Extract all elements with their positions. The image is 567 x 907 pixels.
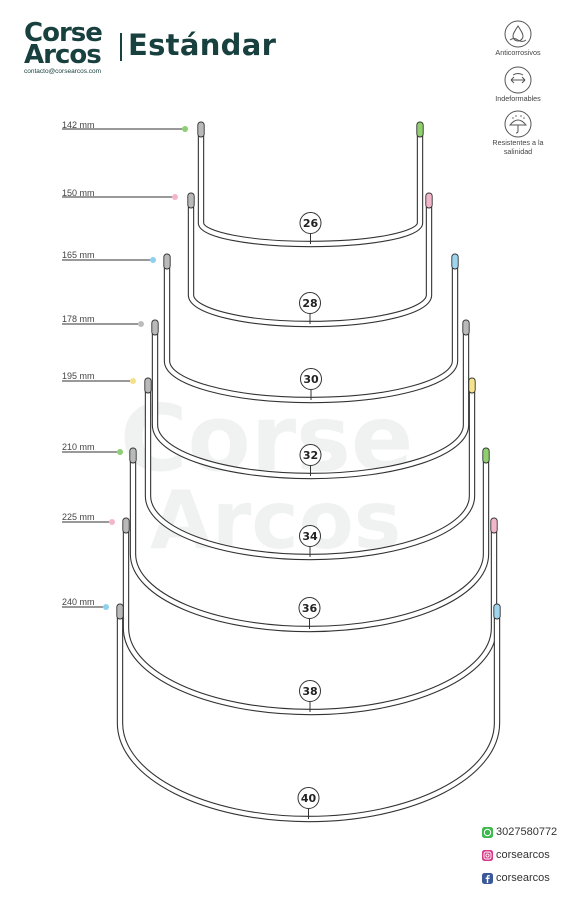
size-number: 30 <box>303 373 319 386</box>
wire-26: 26 142 mm <box>62 120 424 248</box>
wire-36: 36 210 mm <box>62 442 490 633</box>
color-dot <box>130 378 136 384</box>
length-label: 210 mm <box>62 442 95 452</box>
page-title: Estándar <box>128 28 277 62</box>
size-badge <box>299 525 321 547</box>
size-badge <box>299 212 322 234</box>
color-dot <box>117 449 123 455</box>
wire-tip-right <box>493 603 501 620</box>
color-dot <box>109 519 115 525</box>
color-dot <box>182 126 188 132</box>
wire-tip-left <box>116 603 124 620</box>
length-label: 195 mm <box>62 371 95 381</box>
wire-tip-left <box>197 121 205 138</box>
feature-salinity: Resistentes a la salinidad <box>483 110 553 156</box>
umbrella-icon <box>504 110 532 138</box>
wire-32: 32 178 mm <box>62 314 470 480</box>
size-number: 28 <box>302 297 317 310</box>
size-badge <box>299 680 321 702</box>
size-number: 38 <box>302 685 317 698</box>
color-dot <box>138 321 144 327</box>
feature-label: Anticorrosivos <box>495 48 541 57</box>
feature-indeformable: Indeformables <box>483 66 553 104</box>
wire-tip-right <box>462 319 470 336</box>
wire-tip-left <box>187 192 195 209</box>
wire-tip-left <box>151 319 159 336</box>
wire-tip-left <box>163 253 171 270</box>
water-drop-icon <box>504 20 532 48</box>
contact-instagram[interactable]: corsearcos <box>482 849 550 861</box>
wire-40: 40 240 mm <box>62 597 501 823</box>
title-divider <box>120 33 122 61</box>
wires-layer: 26 142 mm 28 150 mm 30 165 mm 32 178 mm 34 195 mm… <box>62 120 501 823</box>
instagram-icon <box>482 849 493 861</box>
size-badge <box>299 292 321 314</box>
instagram-handle: corsearcos <box>496 849 550 861</box>
size-badge <box>299 444 322 466</box>
facebook-icon <box>482 872 493 884</box>
watermark: Corse Arcos <box>120 385 413 567</box>
color-dot <box>103 604 109 610</box>
facebook-handle: corsearcos <box>496 872 550 884</box>
wire-30: 30 165 mm <box>62 250 459 404</box>
feature-label: Indeformables <box>495 94 541 103</box>
wire-tip-left <box>144 377 152 394</box>
feature-anticorrosive: Anticorrosivos <box>483 20 553 58</box>
brand-line-2: Arcos <box>24 40 102 70</box>
color-dot <box>150 257 156 263</box>
brand-logo: Corse Arcos contacto@corsearcos.com <box>24 18 134 75</box>
size-badge <box>300 368 322 390</box>
wire-tip-right <box>490 517 498 534</box>
wire-tip-right <box>451 253 459 270</box>
length-label: 142 mm <box>62 120 95 130</box>
size-badge <box>298 597 321 619</box>
wire-34: 34 195 mm <box>62 371 476 561</box>
wire-tip-left <box>122 517 130 534</box>
color-dot <box>172 194 178 200</box>
wire-tip-right <box>468 377 476 394</box>
size-number: 26 <box>303 217 319 230</box>
wire-28: 28 150 mm <box>62 188 433 328</box>
whatsapp-icon <box>482 826 493 838</box>
wire-tip-right <box>482 447 490 464</box>
size-number: 34 <box>302 530 318 543</box>
length-label: 150 mm <box>62 188 95 198</box>
length-label: 240 mm <box>62 597 95 607</box>
size-number: 32 <box>303 449 318 462</box>
length-label: 165 mm <box>62 250 95 260</box>
contact-facebook[interactable]: corsearcos <box>482 872 550 884</box>
length-label: 225 mm <box>62 512 95 522</box>
size-number: 36 <box>302 602 318 615</box>
length-label: 178 mm <box>62 314 95 324</box>
wire-tip-right <box>416 121 424 138</box>
double-arrow-icon <box>504 66 532 94</box>
contact-email: contacto@corsearcos.com <box>24 68 102 75</box>
feature-label: Resistentes a la salinidad <box>492 138 544 156</box>
brand-line-1: Corse <box>24 18 103 48</box>
size-number: 40 <box>301 792 317 805</box>
size-badge <box>297 787 320 809</box>
wire-38: 38 225 mm <box>62 512 498 716</box>
contact-whatsapp[interactable]: 3027580772 <box>482 826 557 838</box>
wire-tip-right <box>425 192 433 209</box>
whatsapp-number: 3027580772 <box>496 826 558 838</box>
wire-tip-left <box>129 447 137 464</box>
